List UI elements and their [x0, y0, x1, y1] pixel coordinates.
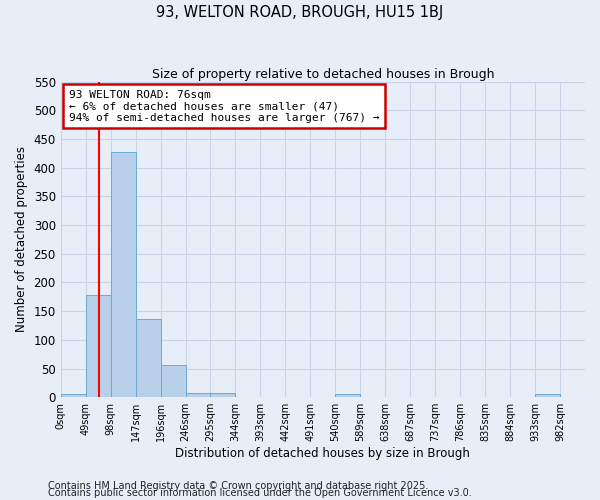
Bar	[161, 364, 185, 397]
Text: Contains HM Land Registry data © Crown copyright and database right 2025.: Contains HM Land Registry data © Crown c…	[48, 481, 428, 491]
X-axis label: Distribution of detached houses by size in Brough: Distribution of detached houses by size …	[175, 447, 470, 460]
Bar	[136, 319, 161, 397]
Bar	[61, 394, 86, 397]
Bar	[185, 393, 211, 397]
Bar	[110, 152, 136, 397]
Bar	[535, 394, 560, 397]
Bar	[335, 394, 360, 397]
Text: 93, WELTON ROAD, BROUGH, HU15 1BJ: 93, WELTON ROAD, BROUGH, HU15 1BJ	[157, 5, 443, 20]
Bar	[86, 295, 110, 397]
Text: Contains public sector information licensed under the Open Government Licence v3: Contains public sector information licen…	[48, 488, 472, 498]
Bar	[211, 393, 235, 397]
Text: 93 WELTON ROAD: 76sqm
← 6% of detached houses are smaller (47)
94% of semi-detac: 93 WELTON ROAD: 76sqm ← 6% of detached h…	[68, 90, 379, 123]
Title: Size of property relative to detached houses in Brough: Size of property relative to detached ho…	[152, 68, 494, 80]
Y-axis label: Number of detached properties: Number of detached properties	[15, 146, 28, 332]
